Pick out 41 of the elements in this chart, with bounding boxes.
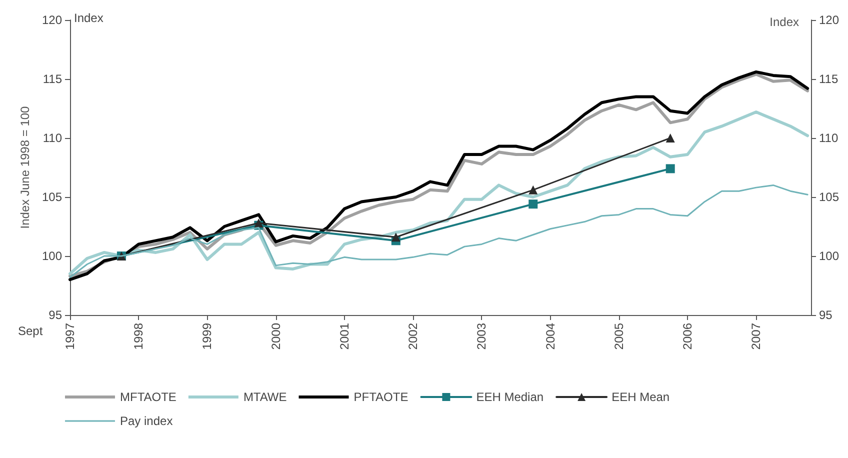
x-tick-label: 2005 xyxy=(612,322,626,350)
x-tick-label: 1997 xyxy=(63,322,77,350)
x-tick-label: 2004 xyxy=(543,322,558,350)
x-tick-label: 2002 xyxy=(406,322,420,350)
y2-tick-label: 115 xyxy=(819,72,838,86)
legend-label: MFTAOTE xyxy=(120,390,176,404)
legend-label: EEH Mean xyxy=(612,390,670,404)
y-axis-title: Index June 1998 = 100 xyxy=(18,106,32,229)
x-tick-label: 1998 xyxy=(132,322,146,350)
y-tick-label: 110 xyxy=(42,131,62,145)
point xyxy=(528,200,538,209)
x-tick-label: 2003 xyxy=(474,322,489,350)
y-tick-label: 105 xyxy=(42,190,62,204)
point xyxy=(391,232,400,242)
x-tick-label: 2001 xyxy=(337,322,352,350)
legend-label: MTAWE xyxy=(243,390,287,404)
legend-label: EEH Median xyxy=(476,390,544,404)
point xyxy=(666,134,675,142)
annotation: Index xyxy=(74,11,104,25)
point xyxy=(528,185,538,194)
point xyxy=(254,218,264,228)
y-tick-label: 100 xyxy=(42,249,62,263)
text: Sept xyxy=(18,324,44,338)
y-tick-label: 95 xyxy=(48,308,62,322)
x-tick-label: 2007 xyxy=(749,322,764,350)
y-tick-label: 120 xyxy=(42,13,62,27)
legend-label: Pay index xyxy=(120,414,173,428)
y2-tick-label: 95 xyxy=(819,308,833,322)
x-tick-label: 2006 xyxy=(680,322,694,350)
y2-tick-label: 120 xyxy=(819,13,840,27)
line-series xyxy=(69,184,808,278)
y2-tick-label: 100 xyxy=(819,249,840,263)
x-tick-label: 2000 xyxy=(268,322,283,350)
y2-tick-label: 110 xyxy=(819,131,838,145)
point xyxy=(666,164,675,174)
y-tick-label: 115 xyxy=(42,72,62,86)
legend-label: PFTAOTE xyxy=(354,390,408,404)
line-series xyxy=(68,110,810,276)
y2-tick-label: 105 xyxy=(819,190,840,204)
y2-axis-title: Index xyxy=(770,15,799,29)
x-tick-label: 1999 xyxy=(200,322,214,350)
